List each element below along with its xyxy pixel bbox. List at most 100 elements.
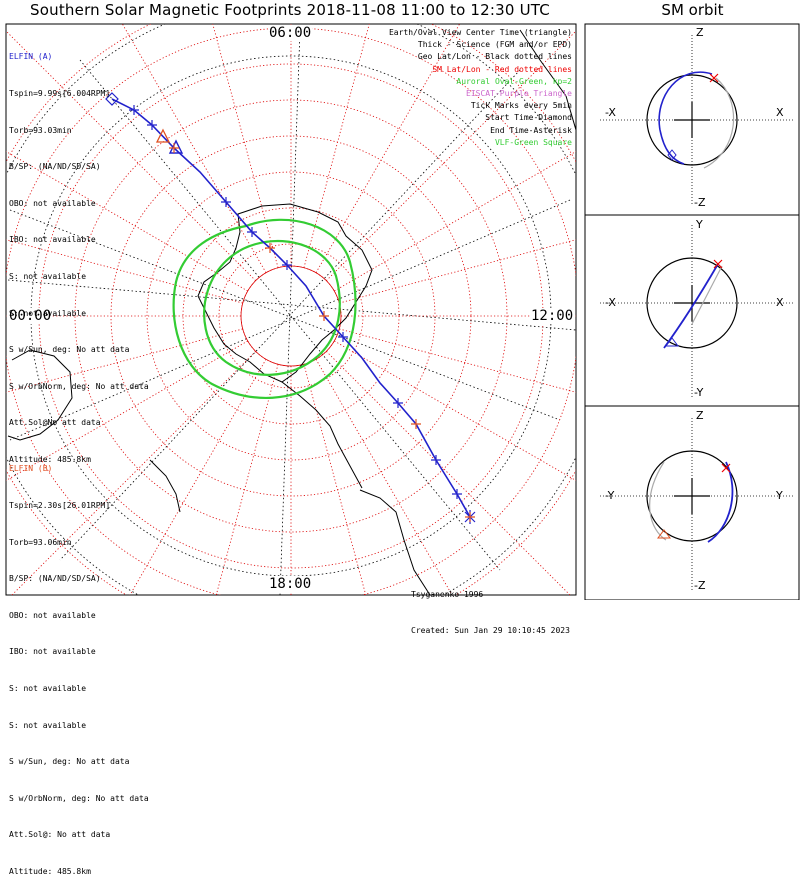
map-legend: Earth/Oval View Center Time (triangle) Th… [389,27,572,149]
antarctica-coastline [197,203,373,383]
plot-title: Southern Solar Magnetic Footprints 2018-… [30,1,550,19]
orbit2-bottom-label: -Y [694,386,704,399]
elfin-b-line: S: not available [9,720,87,730]
tick-mark-a [338,332,348,342]
elfin-b-line: S w/OrbNorm, deg: No att data [9,793,149,803]
elfin-b-view-triangle [155,128,171,143]
africa-coastline [519,29,576,131]
orbit1-right-label: X [776,106,784,119]
elfin-b-tick-marks [169,143,475,522]
tick-mark-b [169,143,179,153]
elfin-b-line: OBO: not available [9,610,96,620]
orbit2-right-label: X [776,296,784,309]
south-america-coastline [359,489,431,595]
credits: Tsyganenko-1996 Created: Sun Jan 29 10:1… [411,565,570,649]
model-label: Tsyganenko-1996 [411,590,484,599]
legend-entry: Earth/Oval View Center Time (triangle) [388,28,572,37]
elfin-b-line: IBO: not available [9,647,96,657]
sm-meridian [315,359,453,595]
sm-meridian [6,340,248,482]
orbit-panel-title: SM orbit [661,1,724,19]
sm-meridian [339,328,576,393]
sm-lat-circle [74,99,508,533]
orbit1-left-label: -X [605,106,616,119]
tick-mark-b [319,311,329,321]
created-timestamp: Created: Sun Jan 29 10:10:45 2023 [411,626,570,635]
elfin-a-line: IBO: not available [9,235,96,245]
elfin-a-line: Altitude: 485.8km [9,454,91,464]
sm-meridian [303,364,367,595]
geo-meridian [9,199,571,441]
geo-meridian [7,279,576,331]
peninsula-coastline [281,381,363,489]
auroral-oval-inner [203,239,341,376]
hour-label-bottom: 18:00 [268,576,313,592]
hour-label-top: 06:00 [268,25,313,41]
tick-mark-b [465,512,475,522]
tick-mark-a [393,398,403,408]
sm-meridian [315,24,461,273]
auroral-oval [172,218,357,399]
elfin-a-line: Att.Sol@No att data [9,418,101,428]
elfin-b-info: ELFIN (B) Tspin=2.30s[26.01RPM] Torb=93.… [9,439,149,890]
orbit1-top-label: Z [696,26,704,39]
legend-entry: Start Time-Diamond [485,113,572,123]
elfin-a-line: S w/Sun, deg: No att data [9,345,130,355]
sm-meridian [11,351,256,595]
orbit3-left-label: -Y [605,489,615,502]
legend-entry: Thick - Science (FGM and/or EPD) [417,40,572,50]
elfin-a-info: ELFIN (A) Tspin=9.99s[6.004RPM] Torb=93.… [9,27,149,478]
sm-meridian [326,30,576,281]
legend-entry: Tick Marks every 5min [470,101,572,111]
orbit1-bottom-label: -Z [694,196,706,209]
elfin-a-line: Tspin=9.99s[6.004RPM] [9,89,111,98]
elfin-b-line: Torb=93.06min [9,537,72,547]
orbit2-left-label: -X [605,296,616,309]
legend-entry: SM Lat/Lon - Red dotted lines [432,64,572,74]
hour-label-left: 00:00 [8,308,53,324]
sm-meridian [129,359,267,595]
sm-meridian [212,24,279,268]
sm-meridian [6,150,248,292]
tick-mark-a [247,227,257,237]
elfin-b-line: Altitude: 485.8km [9,866,91,876]
elfin-a-start-diamond [105,92,119,106]
elfin-b-name: ELFIN (B) [9,464,53,474]
sm-meridian [334,340,576,482]
orbit3-bottom-label: -Z [694,579,706,592]
legend-entry: EISCAT-Purple Triangle [466,88,572,98]
legend-entry: Auroral Oval-Green, kp=2 [456,76,572,86]
tick-mark-a [452,489,462,499]
sm-meridian [339,239,576,304]
australia-coastline [7,349,73,441]
legend-entry: VLF-Green Square [494,137,572,147]
sm-meridian [6,328,243,393]
hour-label-right: 12:00 [530,308,575,324]
legend-entry: End Time-Asterisk [490,125,572,135]
sm-meridian [303,24,370,268]
footprint-map [5,23,577,596]
elfin-b-line: Att.Sol@: No att data [9,830,111,840]
tick-mark-a [431,455,441,465]
elfin-a-line: B/SP: (NA/ND/SD/SA) [9,162,101,172]
sm-meridian [334,150,576,292]
elfin-a-line: S w/OrbNorm, deg: No att data [9,381,149,391]
auroral-oval-outer [172,218,357,399]
elfin-a-view-triangle [168,139,184,154]
orbit2-top-label: Y [696,218,703,231]
geo-meridian [59,69,521,561]
elfin-b-line: S w/Sun, deg: No att data [9,757,130,767]
sm-lat-circle [146,171,436,461]
tick-mark-a [221,197,231,207]
tick-mark-a [129,105,139,115]
elfin-a-line: S: not available [9,271,87,281]
elfin-a-line: S: not available [9,308,87,318]
tick-mark-a [282,260,292,270]
legend-entry: Geo Lat/Lon - Black dotted lines [417,52,572,62]
elfin-b-line: S: not available [9,683,87,693]
orbit3-top-label: Z [696,409,704,422]
elfin-a-tick-marks [129,105,462,499]
elfin-b-line: Tspin=2.30s[26.01RPM] [9,501,111,510]
elfin-a-line: OBO: not available [9,198,96,208]
tick-mark-b [411,419,421,429]
